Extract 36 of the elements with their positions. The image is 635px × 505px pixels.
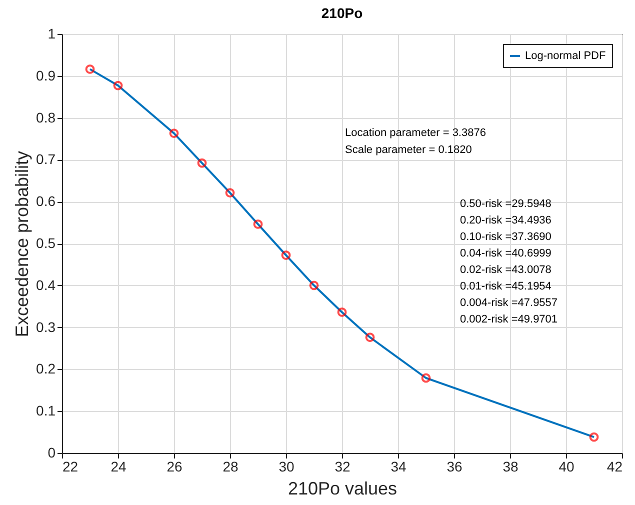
y-tick-label: 0.1 [36,402,56,419]
annotation: 0.02-risk =43.0078 [460,264,552,276]
annotation: 0.002-risk =49.9701 [460,314,558,326]
x-tick-label: 34 [390,458,406,474]
legend-label: Log-normal PDF [525,50,606,62]
x-tick-label: 24 [110,458,126,474]
x-tick-label: 22 [62,458,78,474]
y-tick-label: 0.4 [36,276,56,293]
x-tick-label: 42 [606,458,623,474]
y-tick-label: 0.6 [36,193,56,210]
annotation: 0.004-risk =47.9557 [460,297,558,309]
x-axis-title: 210Po values [288,478,398,498]
annotation: 0.10-risk =37.3690 [460,231,552,243]
y-tick-label: 0.9 [36,67,56,84]
annotation: Location parameter = 3.3876 [345,127,486,139]
y-tick-label: 0.2 [36,360,56,377]
annotation: 0.04-risk =40.6999 [460,248,552,260]
y-tick-label: 1 [48,26,56,42]
x-tick-label: 28 [222,458,238,474]
x-tick-label: 30 [278,458,294,474]
annotation: Scale parameter = 0.1820 [345,144,472,156]
y-tick-label: 0.3 [36,318,56,335]
x-tick-label: 36 [446,458,462,474]
y-tick-label: 0.8 [36,109,56,126]
y-axis-title: Exceedence probability [12,150,32,338]
x-tick-label: 32 [334,458,350,474]
annotation: 0.20-risk =34.4936 [460,214,552,226]
chart-title: 210Po [321,5,363,21]
x-tick-label: 38 [502,458,518,474]
annotation: 0.50-risk =29.5948 [460,198,552,210]
x-tick-label: 40 [558,458,574,474]
x-tick-label: 26 [166,458,182,474]
y-tick-label: 0 [48,444,56,460]
annotation: 0.01-risk =45.1954 [460,280,552,292]
y-tick-label: 0.7 [36,151,56,168]
y-tick-label: 0.5 [36,235,56,251]
